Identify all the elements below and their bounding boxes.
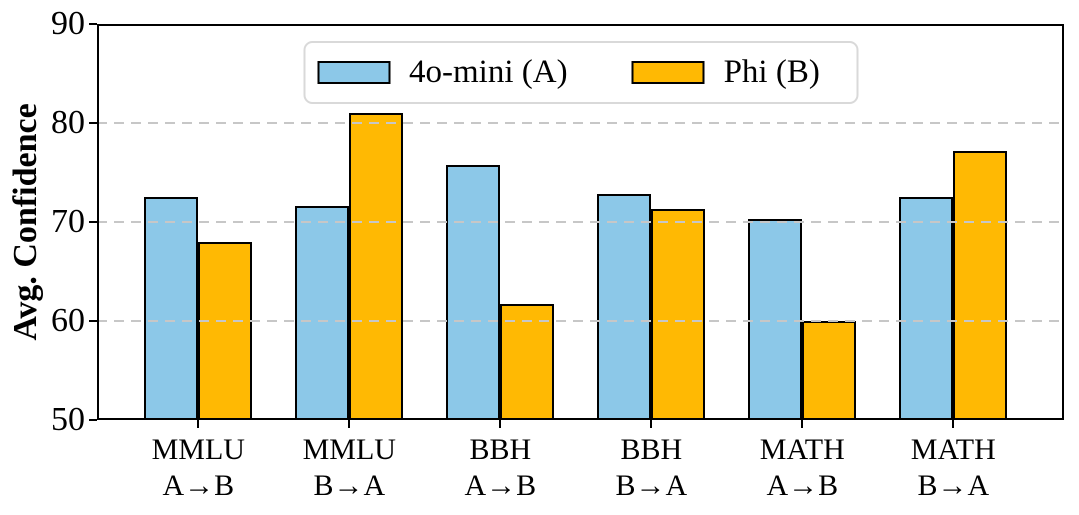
- bar-phi-b--6: [953, 150, 1008, 420]
- x-tick-mark-1: [197, 420, 200, 428]
- bar-4o-mini-a--6: [899, 197, 954, 420]
- legend-label-phi: Phi (B): [723, 54, 820, 90]
- bar-4o-mini-a--1: [144, 197, 199, 420]
- plot-area: 4o-mini (A) Phi (B): [97, 24, 1064, 420]
- x-tick-label-bbh-3: BBH A→B: [464, 433, 537, 502]
- y-tick-label-80: 80: [51, 104, 85, 141]
- legend-item-series-b: Phi (B): [631, 54, 820, 91]
- y-tick-label-50: 50: [51, 401, 85, 438]
- bar-phi-b--3: [500, 304, 555, 420]
- bar-4o-mini-a--2: [295, 206, 350, 420]
- bar-phi-b--1: [198, 241, 253, 420]
- y-tick-mark-70: [89, 221, 97, 223]
- bar-phi-b--2: [349, 113, 404, 420]
- y-tick-mark-60: [89, 320, 97, 322]
- y-tick-label-90: 90: [51, 5, 85, 42]
- x-tick-mark-2: [348, 420, 351, 428]
- gridline-y-80: [97, 122, 1064, 124]
- legend-label-4o-mini: 4o-mini (A): [409, 54, 568, 90]
- x-tick-label-math-5: MATH A→B: [759, 433, 845, 502]
- bar-4o-mini-a--3: [446, 164, 501, 420]
- bar-phi-b--4: [651, 209, 706, 420]
- y-tick-mark-80: [89, 122, 97, 124]
- legend-item-series-a: 4o-mini (A): [317, 54, 568, 91]
- x-tick-label-mmlu-1: MMLU A→B: [151, 433, 245, 502]
- legend-swatch-4o-mini: [317, 61, 390, 84]
- x-tick-label-bbh-4: BBH B→A: [615, 433, 688, 502]
- legend: 4o-mini (A) Phi (B): [303, 41, 858, 104]
- x-tick-label-math-6: MATH B→A: [910, 433, 996, 502]
- gridline-y-70: [97, 221, 1064, 223]
- y-tick-mark-90: [89, 23, 97, 25]
- x-tick-mark-6: [952, 420, 955, 428]
- y-tick-label-70: 70: [51, 203, 85, 240]
- legend-swatch-phi: [631, 61, 705, 84]
- x-tick-mark-3: [499, 420, 502, 428]
- x-tick-label-mmlu-2: MMLU B→A: [302, 433, 396, 502]
- gridline-y-60: [97, 320, 1064, 322]
- x-tick-mark-5: [801, 420, 804, 428]
- bar-phi-b--5: [802, 321, 857, 420]
- bar-4o-mini-a--4: [597, 194, 652, 420]
- x-tick-mark-4: [650, 420, 653, 428]
- bar-4o-mini-a--5: [748, 219, 803, 420]
- y-tick-label-60: 60: [51, 302, 85, 339]
- y-tick-mark-50: [89, 419, 97, 421]
